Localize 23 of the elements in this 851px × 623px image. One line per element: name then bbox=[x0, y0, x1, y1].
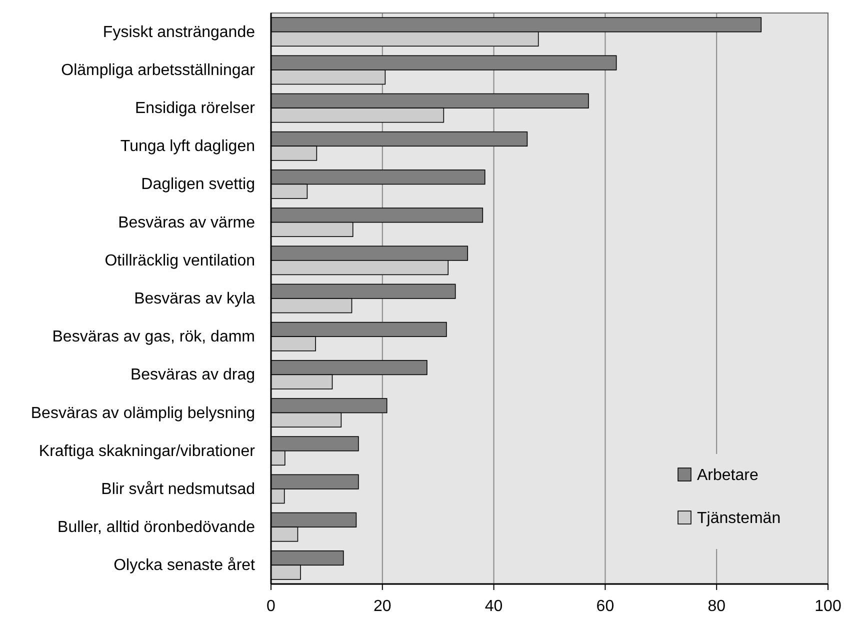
y-tick-label: Besväras av värme bbox=[118, 214, 256, 232]
y-tick-label: Buller, alltid öronbedövande bbox=[58, 519, 256, 536]
x-tick-label: 40 bbox=[484, 598, 503, 615]
y-tick-label: Dagligen svettig bbox=[141, 176, 255, 194]
x-tick-label: 100 bbox=[814, 598, 842, 615]
x-tick-label: 20 bbox=[374, 598, 392, 615]
x-tick-label: 80 bbox=[708, 598, 726, 615]
legend-label: Arbetare bbox=[697, 467, 758, 484]
y-tick-label: Olycka senaste året bbox=[114, 557, 256, 574]
y-tick-label: Besväras av drag bbox=[130, 366, 255, 384]
y-tick-label: Blir svårt nedsmutsad bbox=[101, 480, 255, 498]
y-tick-label: Olämpliga arbetsställningar bbox=[61, 62, 256, 79]
y-tick-label: Kraftiga skakningar/vibrationer bbox=[38, 442, 256, 460]
x-tick-label: 60 bbox=[596, 598, 614, 615]
y-tick-label: Otillräcklig ventilation bbox=[104, 252, 255, 270]
y-tick-label: Ensidiga rörelser bbox=[134, 100, 256, 118]
x-tick-label: 0 bbox=[266, 598, 276, 615]
y-tick-label: Tunga lyft dagligen bbox=[120, 138, 255, 156]
y-tick-label: Fysiskt ansträngande bbox=[102, 24, 256, 41]
y-tick-label: Besväras av kyla bbox=[134, 290, 256, 308]
y-tick-label: Besväras av olämplig belysning bbox=[30, 404, 255, 422]
y-tick-label: Besväras av gas, rök, damm bbox=[52, 328, 255, 346]
legend-label: Tjänstemän bbox=[697, 510, 781, 527]
